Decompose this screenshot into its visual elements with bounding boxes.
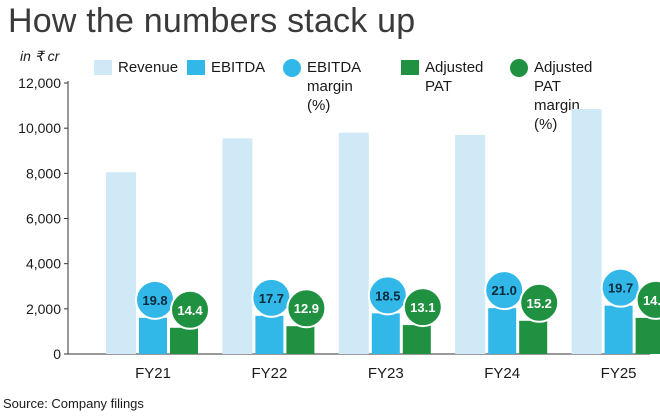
ebitda-margin-label: 18.5: [375, 288, 400, 303]
legend-adj-pat-swatch: [401, 60, 419, 75]
bar-ebitda: [255, 315, 284, 354]
x-category-label: FY24: [484, 365, 520, 382]
bar-ebitda: [604, 305, 633, 354]
x-category-label: FY25: [601, 365, 637, 382]
legend-ebitda-margin-dot: [283, 59, 301, 77]
y-tick-label: 10,000: [18, 120, 61, 136]
adjusted-pat-margin-bubble: [170, 289, 210, 330]
x-category-label: FY21: [135, 365, 171, 382]
ebitda-margin-bubble: [484, 270, 525, 311]
x-category-label: FY22: [251, 365, 287, 382]
y-tick-label: 6,000: [26, 211, 61, 227]
ebitda-margin-label: 21.0: [492, 283, 517, 298]
adjusted-pat-margin-bubble: [402, 287, 443, 328]
x-category-label: FY23: [368, 365, 404, 382]
legend-revenue-label: Revenue: [118, 59, 179, 76]
adjusted-pat-margin-label: 15.2: [527, 296, 552, 311]
bar-adjusted-pat: [635, 317, 660, 354]
bar-ebitda: [371, 313, 400, 354]
source-note: Source: Company filings: [3, 396, 144, 411]
ebitda-margin-label: 19.7: [608, 281, 633, 296]
bar-adjusted-pat: [519, 320, 548, 354]
bar-adjusted-pat: [286, 326, 315, 354]
bar-revenue: [222, 138, 253, 354]
legend-ebitda-swatch: [187, 60, 205, 75]
adjusted-pat-margin-label: 13.1: [410, 300, 435, 315]
ebitda-margin-label: 19.8: [142, 293, 167, 308]
y-tick-label: 0: [53, 346, 61, 362]
legend-revenue-swatch: [94, 60, 112, 75]
bar-ebitda: [488, 308, 517, 354]
adjusted-pat-margin-label: 14.7: [643, 293, 660, 308]
adjusted-pat-margin-bubble: [635, 279, 660, 320]
bar-adjusted-pat: [170, 327, 198, 354]
legend-adj-pat-label: Adjusted PAT: [425, 59, 484, 95]
y-tick-label: 4,000: [26, 256, 61, 272]
legend-adj-pat-margin-label: Adjusted PAT margin (%): [534, 59, 593, 133]
adjusted-pat-margin-bubble: [286, 288, 327, 329]
legend-adj-pat-margin-dot: [510, 59, 528, 77]
adjusted-pat-margin-label: 12.9: [294, 301, 319, 316]
unit-label: in ₹ cr: [20, 48, 60, 64]
bar-ebitda: [139, 317, 167, 354]
ebitda-margin-bubble: [600, 267, 641, 308]
legend-ebitda-label: EBITDA: [211, 59, 266, 76]
bar-revenue: [455, 134, 486, 354]
legend-ebitda-margin-label: EBITDA margin (%): [307, 59, 362, 114]
adjusted-pat-margin-label: 14.4: [177, 303, 203, 318]
bar-revenue: [571, 108, 602, 355]
bar-adjusted-pat: [402, 325, 431, 354]
y-tick-label: 12,000: [18, 75, 61, 91]
adjusted-pat-margin-bubble: [519, 282, 560, 323]
bar-revenue: [338, 132, 369, 354]
y-tick-label: 2,000: [26, 301, 61, 317]
bar-revenue: [106, 172, 136, 354]
y-tick-label: 8,000: [26, 165, 61, 181]
ebitda-margin-label: 17.7: [259, 291, 284, 306]
chart-title: How the numbers stack up: [8, 2, 416, 40]
